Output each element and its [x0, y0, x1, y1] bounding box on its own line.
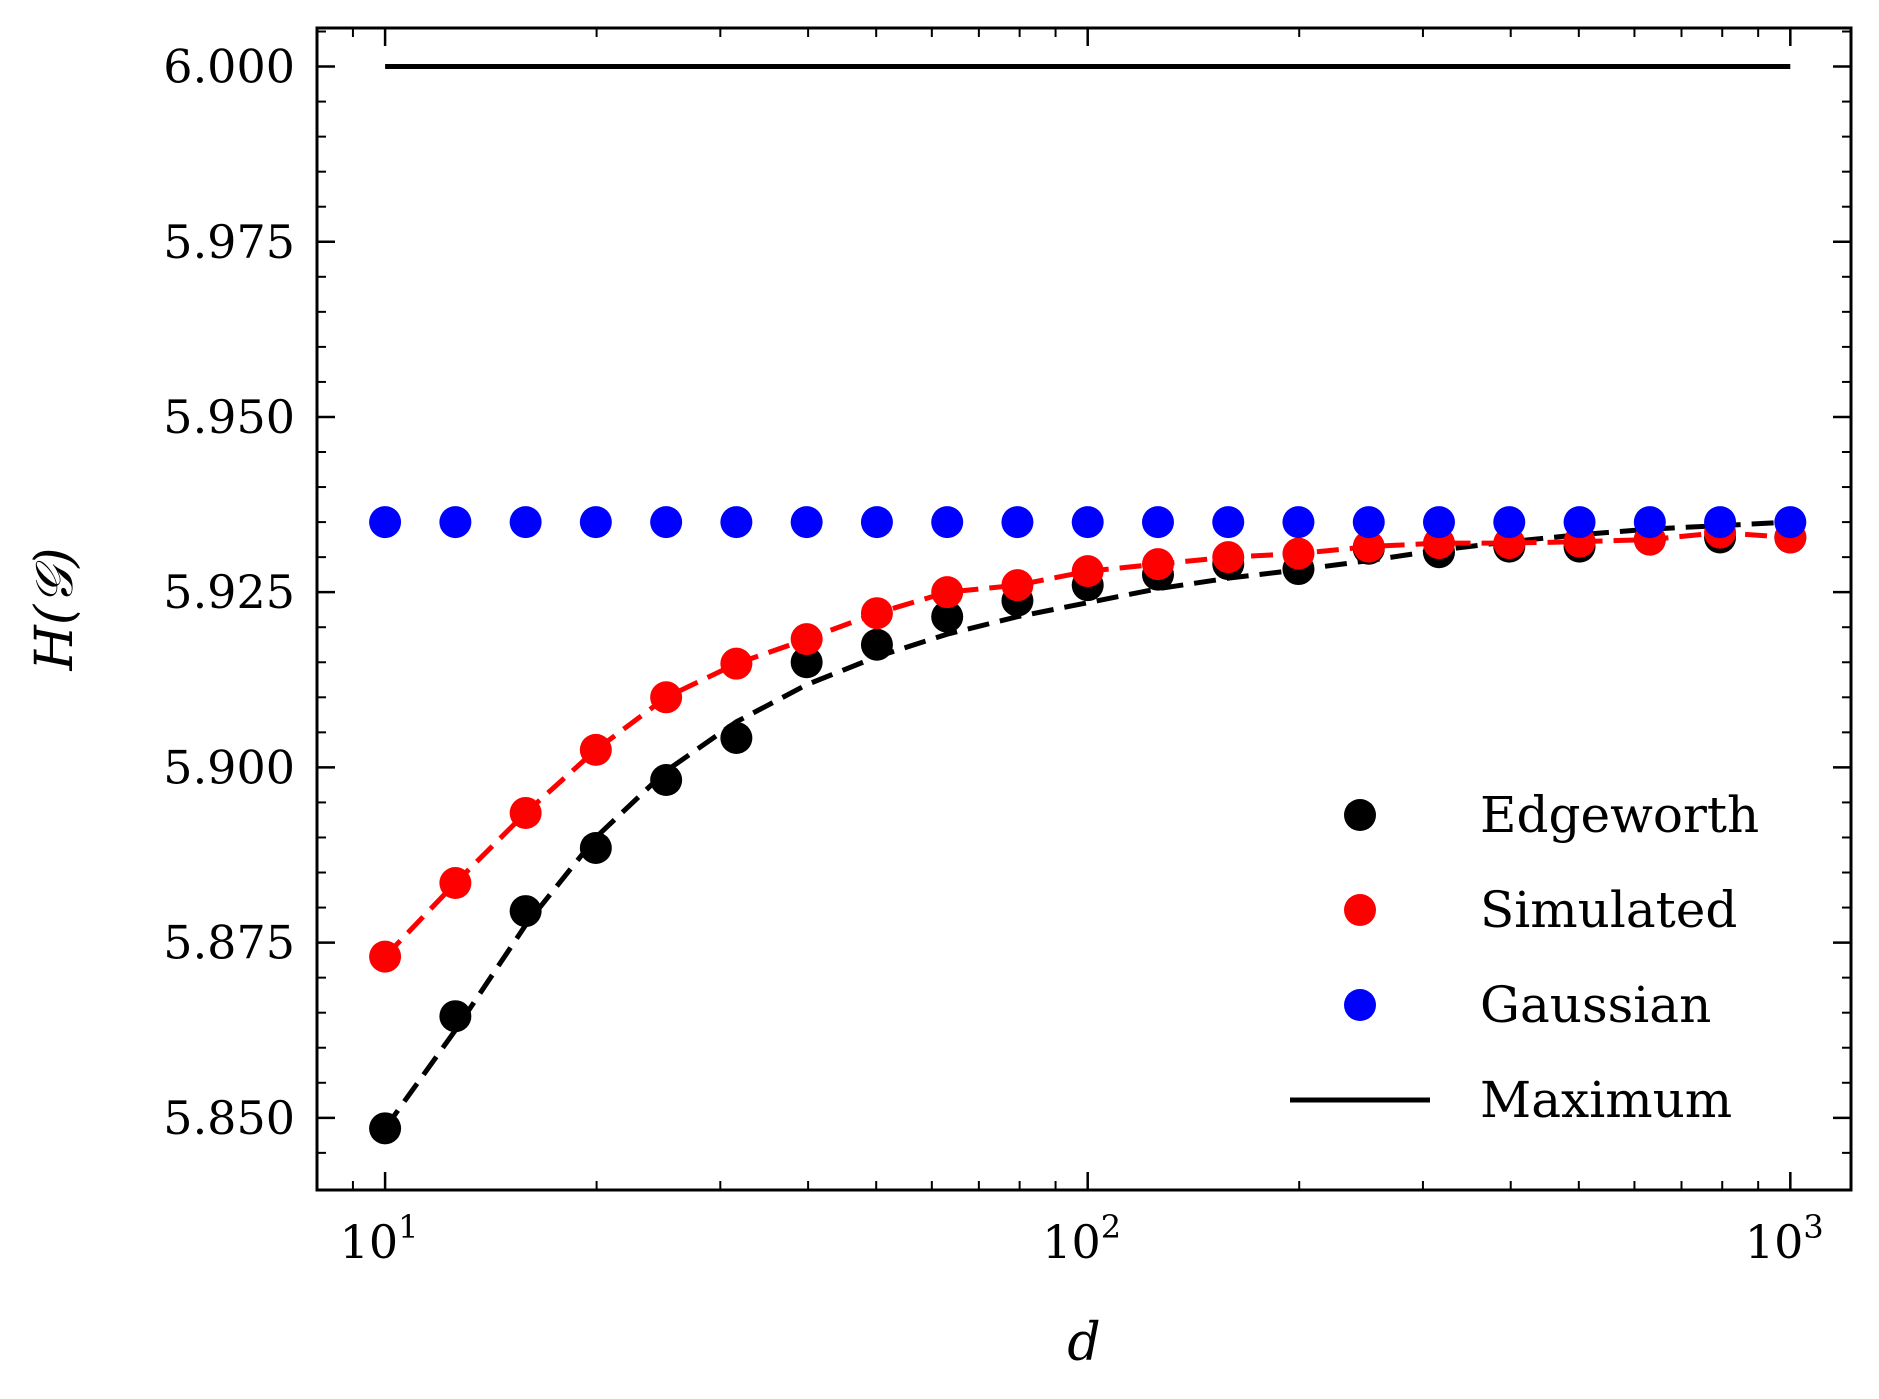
gaussian-point: [650, 506, 683, 539]
simulated-point: [1141, 548, 1174, 581]
gaussian-point: [1704, 506, 1737, 539]
edgeworth-point: [579, 831, 612, 864]
edgeworth-point: [439, 1000, 472, 1033]
legend-simulated-label: Simulated: [1480, 881, 1737, 939]
simulated-point: [369, 940, 402, 973]
y-tick-label: 5.975: [163, 215, 295, 269]
simulated-point: [860, 597, 893, 630]
gaussian-point: [1212, 506, 1245, 539]
x-tick-label: 103: [1745, 1208, 1824, 1269]
simulated-point: [720, 647, 753, 680]
edgeworth-point: [509, 895, 542, 928]
gaussian-point: [1352, 506, 1385, 539]
simulated-point: [1001, 569, 1034, 602]
legend-gaussian-label: Gaussian: [1480, 976, 1711, 1034]
gaussian-point: [1282, 506, 1315, 539]
simulated-point: [1212, 541, 1245, 574]
tick-labels: 5.850 5.875 5.900 5.925 5.950 5.975 6.000 101 10…: [163, 40, 1823, 1269]
gaussian-point: [1493, 506, 1526, 539]
data-markers: [369, 506, 1807, 1145]
legend-simulated-swatch: [1344, 894, 1376, 926]
plot-frame: [315, 26, 1853, 1192]
gaussian-point: [1422, 506, 1455, 539]
legend-maximum-label: Maximum: [1480, 1071, 1732, 1129]
simulated-point: [931, 576, 964, 609]
gaussian-point: [579, 506, 612, 539]
gaussian-point: [1563, 506, 1596, 539]
y-tick-label: 6.000: [163, 40, 295, 94]
gaussian-point: [720, 506, 753, 539]
y-tick-label: 5.950: [163, 390, 295, 444]
legend-edgeworth-swatch: [1344, 799, 1376, 831]
legend-edgeworth-label: Edgeworth: [1480, 786, 1759, 844]
gaussian-point: [1001, 506, 1034, 539]
gaussian-point: [1071, 506, 1104, 539]
gaussian-point: [790, 506, 823, 539]
edgeworth-fit-dashed-curve: [383, 519, 1791, 1130]
simulated-point: [790, 623, 823, 656]
gaussian-point: [931, 506, 964, 539]
y-tick-label: 5.925: [163, 565, 295, 619]
y-tick-label: 5.900: [163, 740, 295, 794]
simulated-point: [509, 796, 542, 829]
gaussian-point: [860, 506, 893, 539]
y-tick-label: 5.850: [163, 1091, 295, 1145]
gaussian-point: [1141, 506, 1174, 539]
edgeworth-point: [369, 1112, 402, 1145]
gaussian-point: [439, 506, 472, 539]
gaussian-point: [1774, 506, 1807, 539]
gaussian-point: [509, 506, 542, 539]
edgeworth-point: [650, 764, 683, 797]
legend-gaussian-swatch: [1344, 989, 1376, 1021]
x-tick-label: 101: [340, 1208, 419, 1269]
y-axis-label: H(𝒢): [25, 548, 85, 672]
edgeworth-point: [720, 721, 753, 754]
simulated-point: [650, 681, 683, 714]
y-tick-label: 5.875: [163, 916, 295, 970]
simulated-point: [1352, 530, 1385, 563]
simulated-point: [439, 867, 472, 900]
edgeworth-point: [860, 628, 893, 661]
edgeworth-point: [931, 600, 964, 633]
x-axis-label: d: [1067, 1313, 1100, 1373]
simulated-point: [1071, 555, 1104, 588]
gaussian-point: [1633, 506, 1666, 539]
simulated-point: [1282, 537, 1315, 570]
gaussian-point: [369, 506, 402, 539]
simulated-point: [579, 733, 612, 766]
x-tick-label: 102: [1042, 1208, 1121, 1269]
edgeworth-point: [790, 646, 823, 679]
legend: Edgeworth Simulated Gaussian Maximum: [1290, 786, 1759, 1129]
